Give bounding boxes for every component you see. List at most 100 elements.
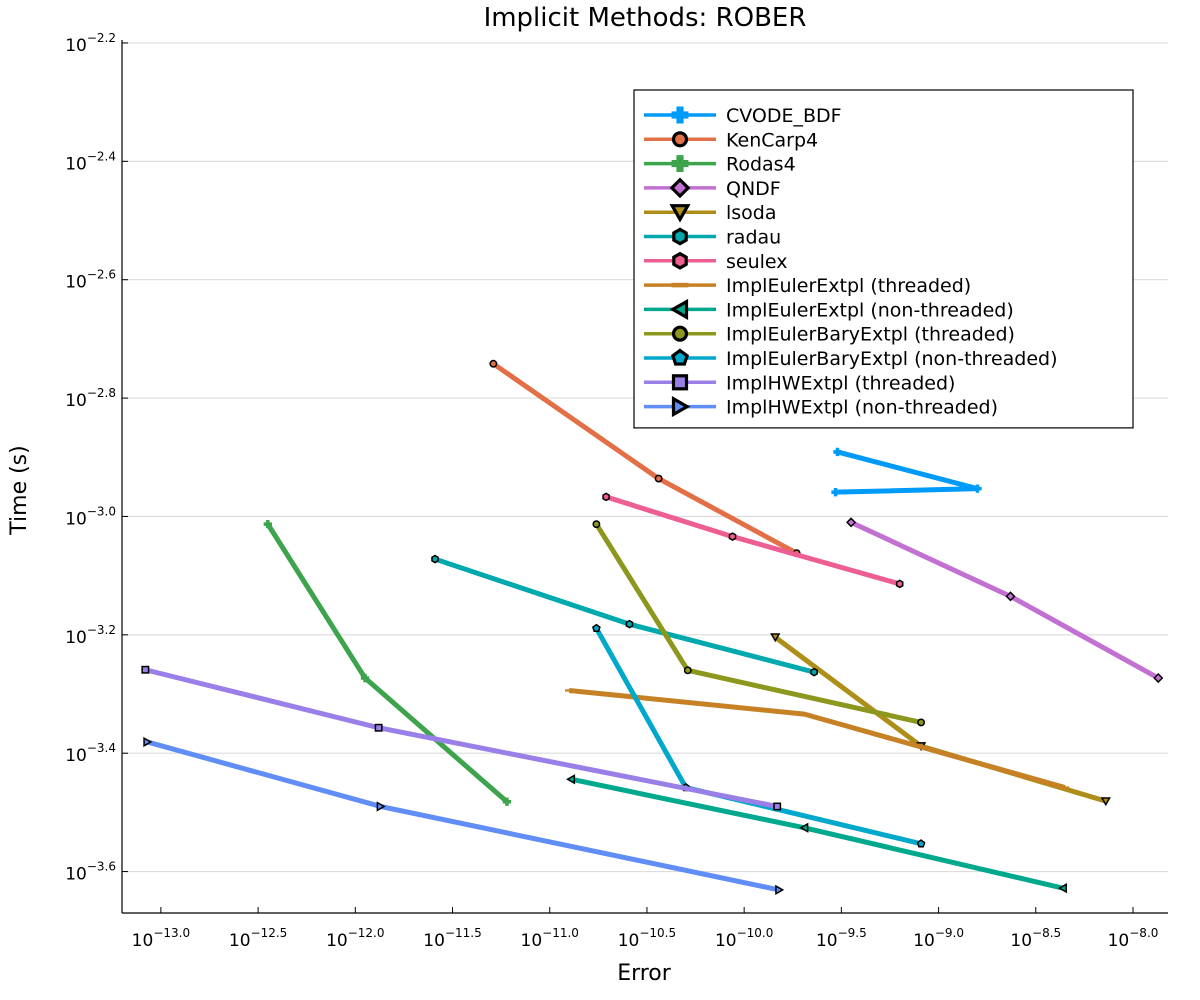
legend-label: KenCarp4	[726, 129, 818, 151]
legend-marker	[671, 396, 691, 418]
data-point	[773, 802, 782, 811]
legend-box	[633, 89, 1134, 429]
legend-marker	[672, 227, 688, 246]
legend-item: lsoda	[644, 202, 777, 224]
series-line	[594, 627, 922, 847]
legend-item: ImplEulerExtpl (non-threaded)	[644, 298, 1014, 321]
y-axis-label: Time (s)	[7, 445, 32, 535]
series-6	[602, 492, 904, 589]
x-tick-label: 10−12.0	[326, 926, 384, 951]
series-line	[144, 667, 778, 809]
legend-item: CVODE_BDF	[644, 105, 842, 127]
legend-label: lsoda	[726, 202, 777, 224]
series-12	[143, 736, 785, 896]
legend-item: ImplEulerExtpl (threaded)	[644, 275, 971, 297]
chart-title: Implicit Methods: ROBER	[484, 3, 807, 33]
x-axis-label: Error	[617, 961, 672, 986]
legend-label: ImplEulerBaryExtpl (threaded)	[726, 324, 1015, 346]
series-line	[835, 449, 980, 495]
legend-label: seulex	[726, 251, 788, 273]
series-7	[565, 687, 1070, 790]
y-tick-label: 10−2.4	[65, 149, 116, 174]
data-point	[800, 713, 809, 716]
x-tick-label: 10−11.5	[423, 926, 481, 951]
data-point	[263, 519, 272, 529]
legend-marker	[669, 298, 689, 320]
data-point	[1060, 786, 1070, 789]
data-point	[592, 520, 601, 529]
data-point	[1100, 797, 1111, 807]
legend-label: ImplHWExtpl (non-threaded)	[726, 397, 998, 419]
legend-label: ImplHWExtpl (threaded)	[726, 372, 955, 394]
plot-series	[141, 359, 1164, 896]
series-line	[568, 687, 1066, 790]
data-point	[917, 718, 926, 727]
series-line	[594, 522, 922, 725]
data-point	[141, 665, 150, 674]
y-tick-label: 10−2.6	[65, 268, 116, 293]
legend-label: Rodas4	[726, 154, 796, 176]
series-8	[566, 774, 1067, 894]
legend-item: ImplEulerBaryExtpl (non-threaded)	[644, 348, 1058, 370]
series-line	[434, 556, 815, 675]
x-tick-label: 10−9.5	[816, 926, 867, 951]
data-point	[1005, 591, 1016, 602]
series-3	[846, 517, 1164, 684]
legend-marker	[669, 177, 691, 199]
series-2	[263, 519, 512, 806]
data-point	[770, 633, 781, 643]
x-tick-label: 10−9.0	[913, 926, 964, 951]
legend-label: radau	[726, 227, 781, 249]
x-tick-label: 10−8.0	[1108, 926, 1159, 951]
data-point	[565, 689, 574, 692]
legend-marker	[671, 106, 689, 124]
data-point	[833, 447, 842, 457]
data-point	[1057, 883, 1067, 894]
x-tick-label: 10−13.0	[132, 926, 190, 951]
legend-marker	[671, 374, 689, 391]
legend-item: ImplEulerBaryExtpl (threaded)	[644, 324, 1015, 346]
y-tick-label: 10−2.8	[65, 386, 116, 411]
data-point	[374, 723, 383, 732]
data-point	[592, 623, 601, 633]
legend-label: ImplEulerExtpl (non-threaded)	[726, 299, 1014, 321]
legend-marker	[671, 282, 689, 288]
y-tick-label: 10−3.0	[65, 504, 116, 529]
x-tick-label: 10−10.5	[618, 926, 676, 951]
series-5	[431, 554, 818, 677]
legend-label: QNDF	[726, 178, 781, 200]
y-axis-ticks: 10−2.2 10−2.4 10−2.6 10−2.8 10−3.0 10−3.2 10−3…	[65, 31, 128, 885]
series-line	[605, 494, 901, 587]
data-point	[376, 801, 386, 812]
series-line	[265, 522, 509, 804]
legend-label: ImplEulerExtpl (threaded)	[726, 275, 971, 297]
data-point	[1153, 672, 1164, 684]
data-point	[360, 673, 370, 683]
legend-item: ImplHWExtpl (threaded)	[644, 372, 955, 394]
x-tick-label: 10−10.0	[715, 926, 773, 951]
legend-label: CVODE_BDF	[726, 105, 842, 127]
legend-marker	[672, 251, 688, 270]
x-axis-ticks: 10−13.0 10−12.5 10−12.0 10−11.5 10−11.0 10−10…	[132, 907, 1159, 951]
y-tick-label: 10−3.2	[65, 623, 116, 648]
legend-item: seulex	[644, 251, 788, 273]
legend-marker	[671, 131, 689, 148]
y-tick-label: 10−2.2	[65, 31, 116, 56]
y-tick-label: 10−3.4	[65, 741, 116, 766]
data-point	[431, 554, 439, 564]
legend-item: radau	[644, 227, 781, 249]
legend-item: Rodas4	[644, 154, 796, 176]
legend-item: ImplHWExtpl (non-threaded)	[644, 396, 998, 419]
series-11	[141, 665, 782, 811]
data-point	[566, 774, 576, 785]
data-point	[654, 474, 663, 483]
data-point	[895, 579, 904, 589]
y-tick-label: 10−3.6	[65, 860, 116, 885]
legend-marker	[671, 325, 689, 342]
series-0	[831, 447, 982, 497]
axes	[121, 40, 1168, 914]
legend-item: KenCarp4	[644, 129, 818, 151]
data-point	[799, 822, 809, 833]
